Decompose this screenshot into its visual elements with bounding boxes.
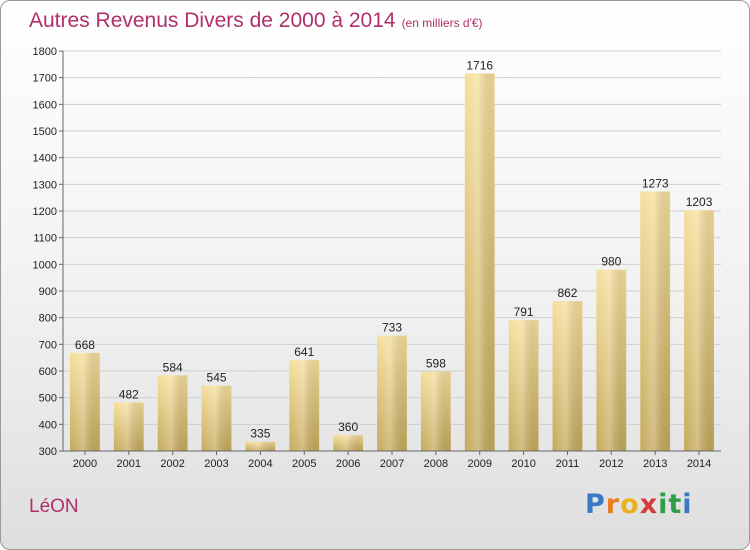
bar-value-label: 545 <box>207 371 227 385</box>
bar-shine <box>552 301 583 451</box>
y-tick-label: 1500 <box>33 126 57 138</box>
bar-shine <box>333 435 364 451</box>
y-tick-label: 1000 <box>33 259 57 271</box>
x-tick-label: 2011 <box>556 458 580 470</box>
bar-shine <box>245 441 276 451</box>
x-tick-label: 2007 <box>380 458 404 470</box>
chart-subtitle: (en milliers d'€) <box>401 16 483 30</box>
y-tick-label: 900 <box>39 286 57 298</box>
y-tick-label: 1800 <box>33 46 57 58</box>
bar-value-label: 733 <box>382 321 402 335</box>
x-tick-label: 2012 <box>599 458 623 470</box>
bar-shine <box>289 360 320 451</box>
x-tick-label: 2002 <box>160 458 184 470</box>
y-tick-label: 400 <box>39 419 57 431</box>
bar-shine <box>113 402 144 451</box>
x-tick-label: 2014 <box>687 458 711 470</box>
y-tick-label: 1700 <box>33 73 57 85</box>
bar-value-label: 862 <box>557 286 577 300</box>
logo-letter: r <box>605 489 621 520</box>
title-text: Autres Revenus Divers de 2000 à 2014 <box>29 9 396 32</box>
y-tick-label: 500 <box>39 393 57 405</box>
bar-shine <box>201 385 232 451</box>
proxiti-logo[interactable]: Proxiti <box>585 489 693 520</box>
bar-shine <box>70 352 100 451</box>
bar-value-label: 1273 <box>642 177 669 191</box>
logo-letter: t <box>668 489 683 520</box>
bar-shine <box>464 73 495 452</box>
y-tick-label: 300 <box>39 446 57 458</box>
y-tick-label: 1200 <box>33 206 57 218</box>
y-tick-label: 1300 <box>33 179 57 191</box>
x-tick-label: 2013 <box>643 458 667 470</box>
bar-value-label: 1716 <box>466 58 493 72</box>
x-tick-label: 2008 <box>424 458 448 470</box>
bar-value-label: 360 <box>338 420 358 434</box>
bar-value-label: 641 <box>294 345 314 359</box>
bar-shine <box>684 210 714 451</box>
y-tick-label: 1400 <box>33 153 57 165</box>
bar-value-label: 335 <box>250 427 270 441</box>
y-tick-label: 800 <box>39 313 57 325</box>
y-tick-label: 1600 <box>33 99 57 111</box>
bars: 668 482 584 545 335 641 360 733 598 1716 791 862 980… <box>70 58 714 452</box>
bar-shine <box>596 269 627 451</box>
bar-value-label: 791 <box>514 305 534 319</box>
bar-value-label: 482 <box>119 387 139 401</box>
x-tick-label: 2010 <box>511 458 535 470</box>
bar-shine <box>420 371 451 451</box>
x-tick-label: 2005 <box>292 458 316 470</box>
chart-title: Autres Revenus Divers de 2000 à 2014 (en … <box>29 9 483 33</box>
axes: 300 400 500 600 700 800 900 1000 1100 1200 1300 140… <box>33 46 721 470</box>
bar-value-label: 584 <box>163 360 183 374</box>
bar-value-label: 668 <box>75 338 95 352</box>
x-tick-label: 2009 <box>467 458 491 470</box>
bar-shine <box>640 191 671 452</box>
x-tick-label: 2001 <box>117 458 141 470</box>
x-tick-label: 2004 <box>248 458 272 470</box>
y-tick-label: 1100 <box>33 233 57 245</box>
x-tick-label: 2003 <box>204 458 228 470</box>
logo-letter: o <box>620 489 640 520</box>
y-tick-label: 700 <box>39 339 57 351</box>
bar-shine <box>508 320 539 451</box>
bar-value-label: 980 <box>601 255 621 269</box>
bar-value-label: 598 <box>426 357 446 371</box>
city-name: LéON <box>29 496 79 517</box>
logo-letter: P <box>585 489 606 520</box>
x-tick-label: 2006 <box>336 458 360 470</box>
logo-letter: i <box>658 489 669 520</box>
bar-value-label: 1203 <box>686 195 713 209</box>
bar-shine <box>157 375 188 451</box>
y-tick-label: 600 <box>39 366 57 378</box>
x-tick-label: 2000 <box>73 458 97 470</box>
logo-letter: x <box>639 489 659 520</box>
logo-letter: i <box>682 489 693 520</box>
bar-shine <box>377 335 407 451</box>
